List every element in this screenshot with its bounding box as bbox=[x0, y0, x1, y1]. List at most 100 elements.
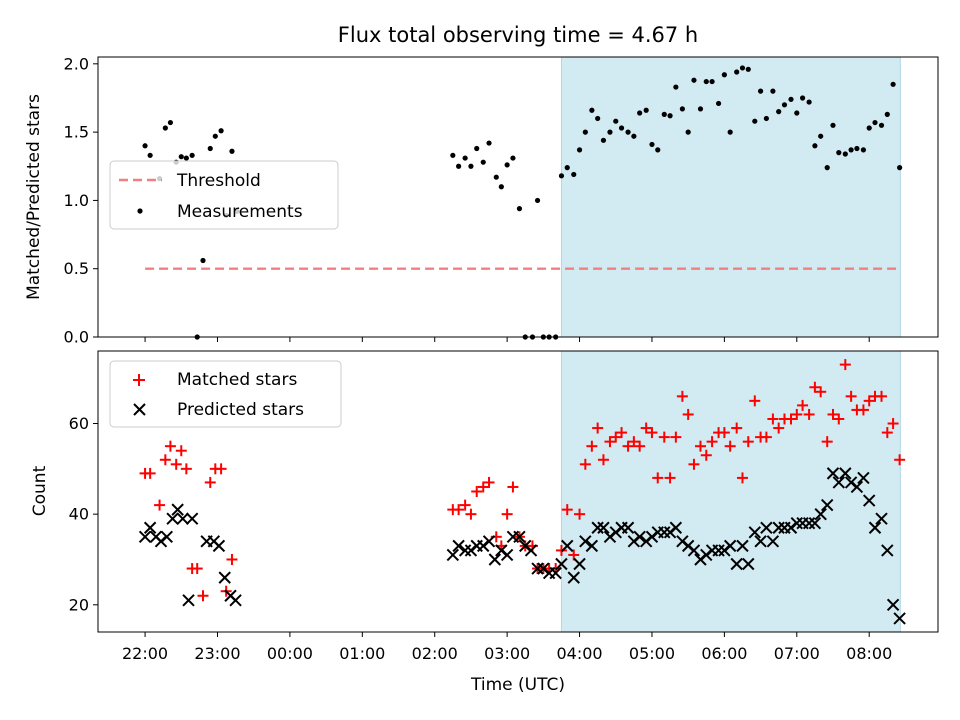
matched-star-marker bbox=[676, 390, 688, 402]
predicted-star-marker bbox=[814, 507, 827, 521]
matched-star-marker bbox=[815, 386, 827, 398]
matched-star-marker bbox=[821, 436, 833, 448]
measurement-point bbox=[207, 145, 213, 152]
measurement-point bbox=[212, 133, 218, 139]
measurement-point bbox=[781, 102, 788, 108]
matched-star-marker bbox=[652, 472, 664, 484]
matched-star-marker bbox=[857, 404, 869, 416]
measurement-point bbox=[558, 173, 565, 179]
matched-star-marker bbox=[597, 454, 609, 466]
measurement-point bbox=[884, 111, 890, 117]
legend-matched-label: Matched stars bbox=[177, 370, 297, 390]
measurement-point bbox=[618, 125, 625, 131]
measurement-point bbox=[183, 155, 189, 161]
measurement-point bbox=[571, 171, 577, 178]
predicted-star-marker bbox=[561, 539, 574, 553]
matched-star-marker bbox=[839, 359, 851, 371]
predicted-star-marker bbox=[881, 544, 894, 557]
measurement-point bbox=[848, 147, 854, 153]
predicted-star-marker bbox=[567, 571, 580, 584]
bottom-legend: Matched stars Predicted stars bbox=[109, 360, 342, 428]
measurement-point bbox=[474, 145, 480, 152]
predicted-star-marker bbox=[730, 557, 743, 571]
measurement-point bbox=[493, 174, 499, 180]
top-shaded-span bbox=[560, 56, 901, 338]
predicted-star-marker bbox=[621, 521, 635, 534]
measurement-point bbox=[576, 147, 583, 153]
top-y-tick-label: 1.0 bbox=[64, 191, 89, 210]
legend-threshold-label: Threshold bbox=[176, 171, 261, 191]
predicted-star-marker bbox=[723, 539, 737, 553]
legend-matched-swatch bbox=[133, 374, 145, 386]
matched-star-marker bbox=[164, 440, 176, 452]
predicted-star-marker bbox=[712, 544, 725, 557]
measurement-point bbox=[516, 206, 523, 212]
measurement-point bbox=[830, 122, 836, 128]
predicted-star-marker bbox=[549, 566, 562, 580]
matched-star-marker bbox=[797, 399, 809, 411]
measurement-point bbox=[806, 99, 812, 105]
matched-star-marker bbox=[477, 481, 489, 493]
measurement-point bbox=[854, 145, 860, 152]
measurement-point bbox=[799, 95, 806, 101]
x-tick-label: 00:00 bbox=[267, 644, 313, 663]
predicted-star-marker bbox=[452, 539, 465, 553]
measurement-point bbox=[739, 65, 746, 71]
measurement-point bbox=[788, 96, 794, 102]
top-axes: 0.00.51.01.52.0 Matched/Predicted stars … bbox=[24, 54, 939, 347]
measurement-point bbox=[667, 113, 673, 119]
matched-star-marker bbox=[197, 590, 209, 602]
legend-predicted-swatch bbox=[133, 403, 146, 416]
measurement-point bbox=[897, 165, 903, 171]
matched-star-marker bbox=[574, 508, 586, 520]
matched-star-marker bbox=[191, 563, 203, 575]
predicted-star-marker bbox=[513, 530, 526, 544]
predicted-star-marker bbox=[862, 494, 876, 507]
bottom-y-tick-label: 60 bbox=[69, 414, 89, 433]
measurement-point bbox=[564, 165, 570, 171]
matched-star-marker bbox=[144, 467, 156, 479]
top-legend: Threshold Measurements bbox=[109, 160, 339, 230]
matched-star-marker bbox=[616, 427, 628, 439]
measurement-point bbox=[589, 107, 595, 113]
predicted-star-marker bbox=[488, 553, 502, 566]
measurement-point bbox=[655, 147, 661, 153]
top-measurement-points bbox=[142, 65, 903, 340]
legend-measurements-swatch bbox=[137, 208, 143, 214]
matched-star-marker bbox=[175, 445, 187, 457]
matched-star-marker bbox=[760, 431, 772, 443]
measurement-point bbox=[582, 129, 588, 135]
predicted-star-marker bbox=[171, 503, 184, 516]
measurement-point bbox=[661, 111, 667, 117]
predicted-star-marker bbox=[138, 530, 152, 544]
measurement-point bbox=[776, 109, 782, 115]
measurement-point bbox=[860, 147, 867, 153]
matched-star-marker bbox=[736, 472, 748, 484]
measurement-point bbox=[872, 119, 878, 126]
predicted-star-marker bbox=[857, 471, 870, 485]
top-y-tick-label: 1.5 bbox=[64, 123, 89, 142]
measurement-point bbox=[721, 72, 727, 78]
matched-star-marker bbox=[773, 422, 785, 434]
predicted-star-marker bbox=[160, 530, 174, 544]
measurement-point bbox=[600, 137, 607, 143]
measurement-point bbox=[200, 257, 206, 264]
predicted-star-marker bbox=[633, 530, 646, 544]
matched-star-marker bbox=[586, 440, 598, 452]
measurement-point bbox=[866, 125, 872, 131]
predicted-star-marker bbox=[143, 521, 157, 534]
predicted-star-marker bbox=[742, 557, 755, 571]
bottom-y-axis-label: Count bbox=[30, 465, 50, 516]
x-tick-label: 04:00 bbox=[556, 644, 602, 663]
matched-star-marker bbox=[628, 436, 640, 448]
measurement-point bbox=[763, 115, 769, 122]
measurement-point bbox=[643, 107, 649, 113]
x-tick-label: 06:00 bbox=[701, 644, 747, 663]
measurement-point bbox=[625, 129, 631, 135]
measurement-point bbox=[218, 128, 224, 134]
predicted-star-marker bbox=[585, 539, 599, 553]
matched-star-marker bbox=[646, 427, 658, 439]
x-tick-label: 03:00 bbox=[484, 644, 530, 663]
x-tick-label: 07:00 bbox=[774, 644, 820, 663]
